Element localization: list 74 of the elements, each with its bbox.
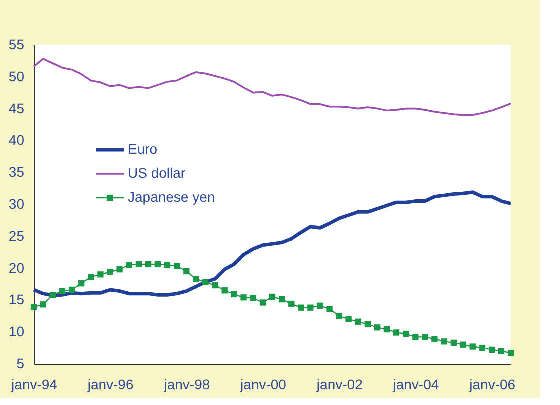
point — [136, 261, 142, 268]
point — [412, 334, 419, 340]
x-tick-label: janv-94 — [10, 376, 58, 392]
y-tick-label: 15 — [8, 292, 25, 308]
point — [489, 346, 496, 354]
x-tick-label: janv-98 — [163, 376, 210, 392]
point — [470, 344, 476, 350]
point — [336, 313, 342, 320]
y-tick-label: 20 — [8, 260, 25, 276]
point — [126, 262, 132, 268]
y-tick-label: 45 — [8, 100, 25, 116]
point — [98, 272, 104, 278]
legend-label: Japanese yen — [128, 189, 216, 205]
point — [508, 350, 514, 356]
point — [393, 330, 400, 336]
point — [202, 279, 209, 286]
y-tick-label: 10 — [8, 324, 25, 340]
point — [59, 288, 66, 294]
point — [250, 295, 256, 302]
y-tick-label: 5 — [16, 356, 25, 372]
point — [308, 304, 314, 311]
legend-label: US dollar — [128, 165, 186, 181]
point — [174, 263, 180, 270]
point — [40, 302, 46, 308]
point — [317, 302, 324, 310]
point — [88, 274, 94, 280]
y-tick-label: 35 — [8, 164, 25, 180]
point — [184, 268, 190, 275]
x-tick-label: janv-00 — [240, 376, 287, 392]
point — [231, 291, 238, 298]
point — [355, 318, 362, 325]
point — [422, 334, 428, 340]
point — [441, 338, 448, 345]
point — [450, 340, 458, 346]
point — [479, 344, 486, 352]
point — [326, 306, 333, 312]
point — [278, 296, 286, 303]
point — [164, 262, 171, 268]
point — [384, 326, 390, 333]
point — [145, 261, 152, 268]
point — [298, 304, 304, 311]
y-tick-label: 30 — [8, 196, 25, 212]
y-tick-label: 40 — [8, 132, 25, 148]
y-tick-label: 50 — [8, 68, 25, 84]
x-tick-label: janv-02 — [316, 376, 364, 392]
legend-label: Euro — [128, 141, 158, 157]
point — [260, 300, 266, 306]
point — [460, 342, 466, 348]
point — [402, 330, 410, 338]
point — [30, 304, 38, 310]
point — [374, 324, 381, 331]
point — [346, 316, 352, 322]
point — [78, 280, 85, 287]
y-tick-label: 55 — [8, 36, 25, 52]
point — [498, 348, 505, 354]
line-series — [32, 190, 513, 298]
point — [107, 269, 114, 276]
point — [212, 282, 218, 289]
point — [116, 266, 123, 273]
x-tick-label: janv-04 — [392, 376, 440, 392]
x-tick-label: janv-06 — [468, 376, 516, 392]
point — [69, 286, 76, 294]
y-tick-label: 25 — [8, 228, 25, 244]
point — [432, 336, 438, 342]
point — [154, 261, 162, 268]
point — [240, 294, 247, 301]
x-tick-label: janv-96 — [86, 376, 134, 392]
line-series — [33, 58, 512, 116]
point — [193, 276, 200, 282]
point — [222, 288, 228, 294]
point — [269, 294, 276, 300]
point — [364, 321, 372, 328]
point — [288, 300, 295, 308]
point — [50, 292, 56, 298]
